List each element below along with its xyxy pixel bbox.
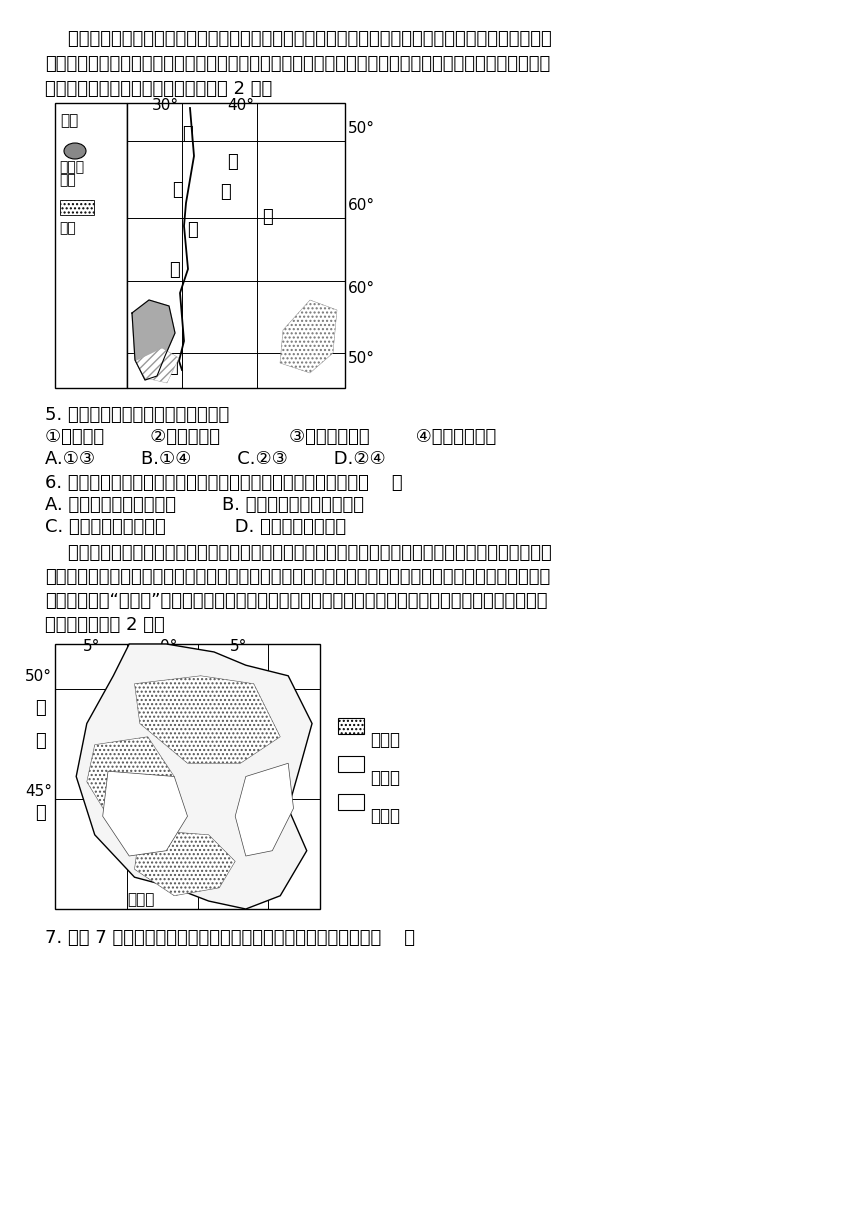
Text: 主要流经地区示意图。读图，完成下面 2 题。: 主要流经地区示意图。读图，完成下面 2 题。: [45, 80, 273, 98]
Text: 加: 加: [169, 261, 180, 278]
Text: 甲: 甲: [160, 852, 170, 869]
Text: 河流、: 河流、: [59, 161, 84, 174]
Text: 伏尔加河是欧洲最长的河流，自北向南注入里海，大规模开发主要以修筑大型水利枢组、梯级开发为重: 伏尔加河是欧洲最长的河流，自北向南注入里海，大规模开发主要以修筑大型水利枢组、梯…: [45, 30, 552, 47]
Polygon shape: [134, 829, 235, 896]
Bar: [338, 794, 364, 810]
Text: 点。俄罗斯鳟属于回游性鱼类，每年春秋两季从里海沿伏尔加河上溯产卵。如图为里海部分水域及伏尔加河: 点。俄罗斯鳟属于回游性鱼类，每年春秋两季从里海沿伏尔加河上溯产卵。如图为里海部分…: [45, 55, 550, 73]
Text: 平: 平: [220, 182, 230, 201]
Text: 海: 海: [167, 358, 178, 376]
Text: 60°: 60°: [348, 198, 375, 213]
Text: 原: 原: [262, 208, 273, 226]
Text: 湖泊: 湖泊: [59, 173, 76, 187]
Text: 60°: 60°: [348, 281, 375, 295]
Text: 河: 河: [149, 303, 160, 321]
Text: 6. 近年来，里海的俄罗斯鳟鱼数量急剧减少，与此现象无关的是（    ）: 6. 近年来，里海的俄罗斯鳟鱼数量急剧减少，与此现象无关的是（ ）: [45, 474, 402, 492]
Polygon shape: [280, 300, 337, 373]
Bar: [55, 644, 320, 910]
Ellipse shape: [64, 143, 86, 159]
Text: 5°: 5°: [83, 638, 101, 654]
Text: 图例: 图例: [60, 113, 78, 128]
Text: 伏: 伏: [172, 181, 182, 199]
Text: 50°: 50°: [348, 122, 375, 136]
Text: 40°: 40°: [227, 98, 254, 113]
Text: 沙漠: 沙漠: [59, 221, 76, 235]
Text: 里: 里: [145, 351, 156, 368]
Text: C. 向伏尔加河排放污水            D. 里海盐度显著升高: C. 向伏尔加河排放污水 D. 里海盐度显著升高: [45, 518, 346, 536]
Bar: [127, 103, 345, 388]
Text: 45°: 45°: [25, 784, 52, 799]
Text: 大: 大: [35, 699, 46, 717]
Text: A. 代尔加河修建水利枢组        B. 河口三角洲水位变化增大: A. 代尔加河修建水利枢组 B. 河口三角洲水位变化增大: [45, 496, 364, 514]
Text: A.①③        B.①④        C.②③        D.②④: A.①③ B.①④ C.②③ D.②④: [45, 450, 385, 468]
Text: 50°: 50°: [348, 351, 375, 366]
Text: 西: 西: [35, 732, 46, 750]
Bar: [338, 756, 364, 772]
Bar: [60, 199, 94, 215]
Text: 乙: 乙: [105, 804, 115, 822]
Text: 通过大数据、人工智能、互联网技术等广泛运用，法国农业发生了巨大变化：无人机飞过一片田地，就: 通过大数据、人工智能、互联网技术等广泛运用，法国农业发生了巨大变化：无人机飞过一…: [45, 544, 552, 562]
Bar: [55, 103, 127, 388]
Bar: [338, 717, 364, 734]
Text: 尔: 尔: [187, 221, 198, 240]
Polygon shape: [134, 676, 280, 764]
Text: 畜牧区: 畜牧区: [370, 807, 400, 824]
Text: 葡萄区: 葡萄区: [370, 769, 400, 787]
Polygon shape: [102, 771, 187, 856]
Text: 合下图完成下面 2 题。: 合下图完成下面 2 题。: [45, 617, 165, 634]
Text: 5. 伏尔加河梯级开发的限制性因素有: 5. 伏尔加河梯级开发的限制性因素有: [45, 406, 230, 424]
Text: 洋: 洋: [35, 804, 46, 822]
Text: 7. 推测 7 月份甲地区的农民，通过大数据体系最想获取的信息是（    ）: 7. 推测 7 月份甲地区的农民，通过大数据体系最想获取的信息是（ ）: [45, 929, 415, 947]
Polygon shape: [132, 300, 175, 379]
Text: 欧: 欧: [227, 153, 237, 171]
Text: 5°: 5°: [230, 638, 248, 654]
Text: 地中海: 地中海: [127, 893, 155, 907]
Text: 能知道土地的水肥状况；坐在家里利用互联网就可以选购农具、化肥、种子。经过多年的发展，法国农业正: 能知道土地的水肥状况；坐在家里利用互联网就可以选购农具、化肥、种子。经过多年的发…: [45, 568, 550, 586]
Polygon shape: [135, 348, 179, 383]
Polygon shape: [87, 737, 175, 816]
Text: ①凌汛多发        ②封冻期较长            ③夏季流量较大        ④河流落差较小: ①凌汛多发 ②封冻期较长 ③夏季流量较大 ④河流落差较小: [45, 428, 496, 446]
Text: 30°: 30°: [152, 98, 179, 113]
Text: 小麦区: 小麦区: [370, 731, 400, 749]
Polygon shape: [235, 764, 293, 856]
Polygon shape: [77, 644, 312, 910]
Text: 0°: 0°: [160, 638, 177, 654]
Text: 东: 东: [182, 125, 193, 143]
Text: 着力打造一个“大农业”数据体系，这一数据库满盖了种植业、渔业、高牧业、农产品加工等各个领域。结: 着力打造一个“大农业”数据体系，这一数据库满盖了种植业、渔业、高牧业、农产品加工…: [45, 592, 548, 610]
Text: 50°: 50°: [25, 669, 52, 683]
